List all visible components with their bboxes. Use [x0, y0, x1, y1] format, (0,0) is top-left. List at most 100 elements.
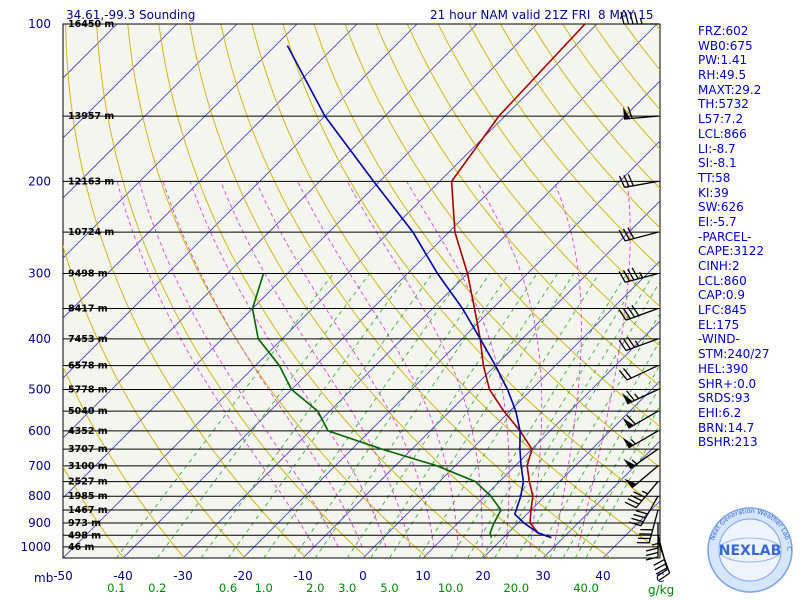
mixing-ratio-line: [346, 273, 538, 558]
parcel-profile: [286, 45, 552, 539]
isotherm-line: [63, 24, 358, 319]
wind-barb-staff: [626, 388, 659, 405]
index-value: HEL:390: [698, 361, 749, 376]
wind-barb-flag: [635, 509, 648, 515]
mixing-ratio-line: [515, 312, 660, 558]
height-labels: 16450 m 13957 m 12163 m 10724 m 9498 m 8417 m…: [68, 19, 114, 553]
mixing-ratio-line: [227, 273, 433, 558]
wind-barb: [618, 267, 659, 283]
mixing-ratio-line: [562, 385, 660, 558]
isotherm-line: [63, 24, 178, 139]
pressure-tick-label: 400: [28, 332, 51, 346]
temperature-tick-label: -30: [173, 569, 193, 583]
mixing-ratio-tick-label: 1.0: [255, 581, 273, 595]
dry-adiabat-line: [63, 244, 246, 558]
wind-barb-flag: [645, 547, 659, 552]
pressure-tick-label: 800: [28, 489, 51, 503]
mixing-ratio-line: [263, 273, 465, 558]
pressure-tick-label: 500: [28, 383, 51, 397]
wind-barb-halfflag: [639, 17, 643, 25]
wind-barb: [618, 304, 659, 321]
mixing-ratio-tick-label: 20.0: [503, 581, 529, 595]
dry-adiabat-line: [220, 24, 611, 558]
mixing-ratio-line: [574, 405, 660, 558]
mixing-ratio-line: [389, 273, 575, 558]
index-value: TT:58: [698, 170, 731, 185]
wind-barb-flag: [626, 414, 636, 425]
isotherm-line: [542, 440, 660, 558]
index-value: LCL:866: [698, 126, 747, 141]
isotherm-line: [63, 24, 298, 259]
index-value: MAXT:29.2: [698, 82, 762, 97]
temperature-tick-label: 40: [595, 569, 610, 583]
dry-adiabat-line: [375, 24, 660, 387]
pressure-tick-label: 600: [28, 424, 51, 438]
sounding-location: 34.61,-99.3 Sounding: [66, 8, 196, 22]
wind-barb-flag: [627, 498, 640, 505]
wind-barb-flag: [620, 11, 625, 25]
mixing-ratio-line: [156, 273, 370, 558]
height-label: 973 m: [68, 518, 101, 529]
mixing-ratio-tick-label: 0.6: [219, 581, 237, 595]
index-value: PW:1.41: [698, 53, 748, 68]
isotherm-line: [63, 24, 478, 439]
dewpoint-profile: [251, 273, 502, 538]
wind-barb: [618, 364, 659, 381]
wind-barb-flag: [624, 501, 637, 509]
height-label: 5040 m: [68, 406, 108, 417]
mixing-ratio-line: [200, 273, 409, 558]
wind-barb-flag: [618, 309, 627, 321]
mixing-ratio-line: [293, 273, 491, 558]
wind-barb-staff: [648, 509, 659, 544]
wind-barb-flag: [659, 572, 670, 581]
index-value: LFC:845: [698, 303, 747, 318]
mixing-ratio-line: [418, 273, 600, 558]
dry-adiabat-line: [96, 24, 368, 558]
wind-barb-flag: [645, 556, 659, 561]
temperature-labels: -50 -40 -30 -20 -10 0 10 20 30 40: [53, 569, 610, 583]
profiles: [251, 24, 586, 539]
pressure-labels: 100 200 300 400 500 600 700 800 900 1000: [20, 17, 51, 554]
isotherm-line: [63, 24, 418, 379]
mixing-ratio-labels: 0.1 0.2 0.6 1.0 2.0 3.0 5.0 10.0 20.0 40.0: [107, 581, 599, 595]
wind-barb-pennant: [623, 107, 631, 120]
index-value: SRDS:93: [698, 391, 751, 406]
wind-barb: [618, 174, 659, 188]
index-value: LCL:860: [698, 273, 747, 288]
pressure-tick-label: 300: [28, 266, 51, 280]
isotherm-line: [362, 260, 660, 558]
moist-adiabat-line: [220, 181, 411, 548]
index-value: BSHR:213: [698, 435, 758, 450]
mixing-ratio-tick-label: 0.2: [148, 581, 166, 595]
wind-barb: [636, 509, 659, 544]
wind-barb-flag: [627, 227, 635, 239]
wind-barb-staff: [625, 338, 659, 352]
mixing-ratio-tick-label: 2.0: [306, 581, 324, 595]
index-value: CINH:2: [698, 259, 740, 273]
index-value: SW:626: [698, 200, 744, 215]
wind-barb-flag: [627, 306, 636, 318]
wind-barb-flag: [622, 368, 632, 379]
temperature-tick-label: 20: [475, 569, 490, 583]
index-value: SHR+:0.0: [698, 376, 757, 391]
height-label: 10724 m: [68, 227, 114, 238]
wind-barb: [628, 495, 659, 527]
wind-barb-flag: [622, 307, 631, 319]
x-axis-unit: C: [656, 571, 664, 585]
wind-barb-flag: [631, 267, 639, 280]
index-value: EI:-5.7: [698, 214, 737, 229]
wind-barb-halfflag: [634, 393, 640, 400]
wind-barb-pennant: [622, 417, 634, 429]
wind-barb-pennant: [623, 458, 636, 469]
wind-barb-pennant: [622, 437, 634, 448]
temperature-tick-label: -50: [53, 569, 73, 583]
dry-adiabat-line: [344, 24, 660, 427]
wind-barb-staff: [626, 364, 659, 381]
dry-adiabat-line: [63, 466, 124, 558]
wind-barb-flag: [622, 338, 631, 350]
height-label: 5778 m: [68, 385, 108, 396]
index-value: -PARCEL-: [698, 229, 752, 244]
isobars: [63, 23, 660, 548]
temperature-profile: [450, 24, 586, 539]
